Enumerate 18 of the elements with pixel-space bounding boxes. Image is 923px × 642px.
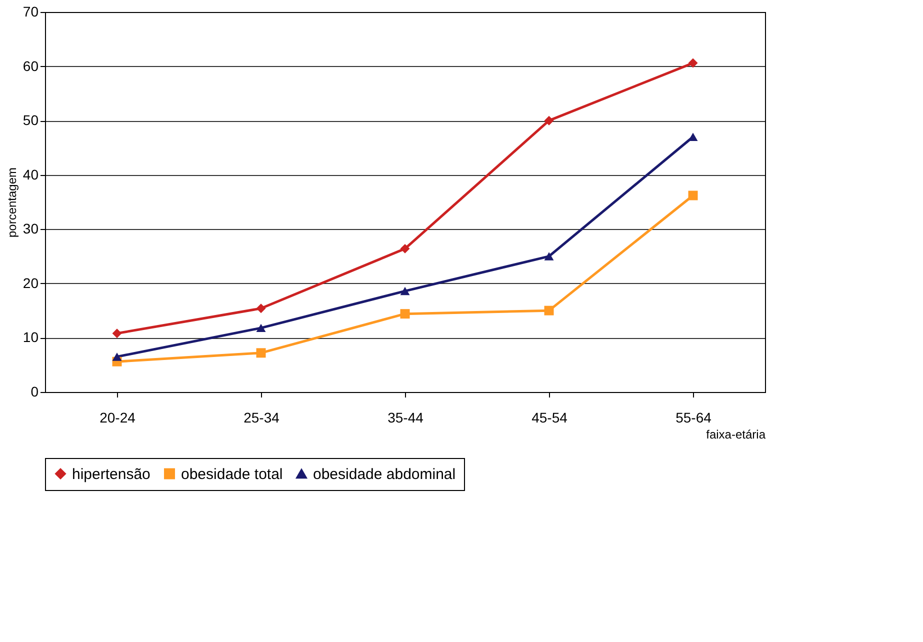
x-axis-title: faixa-etária	[706, 428, 766, 442]
y-tick-label: 30	[22, 220, 39, 237]
legend-label: obesidade abdominal	[313, 466, 456, 483]
x-tick-label: 35-44	[388, 410, 424, 426]
x-tick-label: 20-24	[100, 410, 136, 426]
legend-label: hipertensão	[72, 466, 150, 483]
legend-label: obesidade total	[181, 466, 283, 483]
x-tick-label: 55-64	[676, 410, 712, 426]
y-tick-label: 20	[22, 274, 39, 291]
y-tick-label: 70	[22, 4, 39, 20]
y-tick-label: 60	[22, 58, 39, 74]
y-tick-label: 10	[22, 329, 39, 346]
y-axis-title: porcentagem	[4, 167, 19, 238]
x-tick-label: 25-34	[244, 410, 280, 426]
y-tick-label: 50	[22, 112, 39, 128]
x-tick-label: 45-54	[532, 410, 568, 426]
y-tick-label: 0	[30, 384, 39, 400]
y-tick-label: 40	[22, 166, 39, 182]
